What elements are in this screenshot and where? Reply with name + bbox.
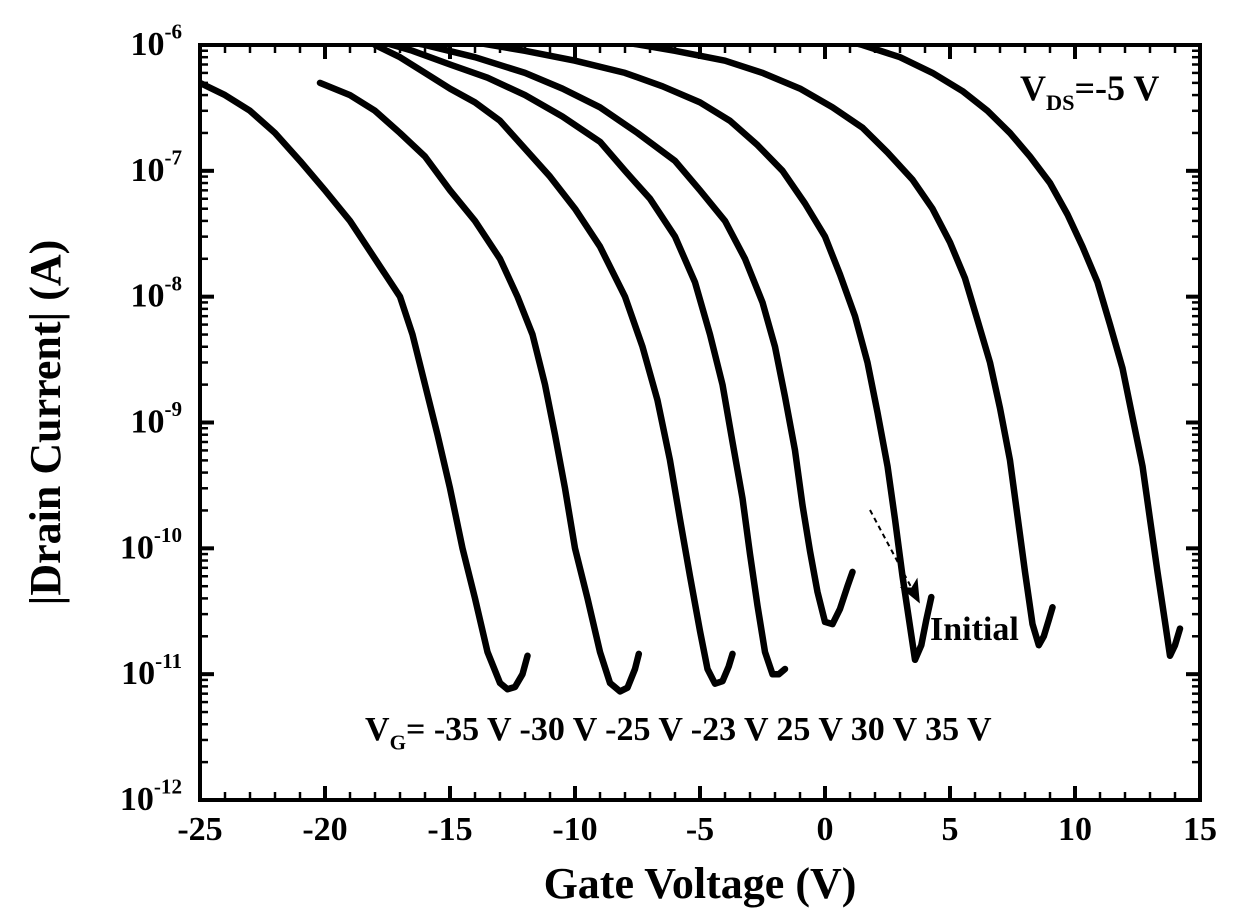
curve-Vg=+30V [375,23,1053,645]
curve-Initial [375,35,853,624]
vg-values-label: VG= -35 V -30 V -25 V -23 V 25 V 30 V 35… [365,711,992,755]
x-tick-label: -5 [686,811,714,848]
y-tick-label: 10-11 [121,649,182,692]
x-tick-label: -10 [552,811,597,848]
vds-annotation: VDS=-5 V [1020,68,1159,115]
curves-group [200,16,1180,691]
curve-Vg=+25V [375,29,931,660]
x-tick-label: 5 [942,811,959,848]
y-axis-title: |Drain Current| (A) [21,240,70,606]
x-tick-label: -25 [177,811,222,848]
x-tick-label: -15 [427,811,472,848]
x-tick-label: 15 [1183,811,1217,848]
plot-frame [200,45,1200,800]
x-tick-label: 10 [1058,811,1092,848]
initial-label: Initial [930,611,1019,648]
y-tick-label: 10-7 [130,146,182,189]
x-tick-label: 0 [817,811,834,848]
y-tick-label: 10-6 [130,20,182,63]
x-axis-title: Gate Voltage (V) [544,859,857,908]
curve-Vg=-25V [375,45,733,684]
y-tick-label: 10-12 [120,775,182,818]
y-tick-label: 10-8 [130,271,182,314]
y-tick-label: 10-9 [130,397,182,440]
x-tick-label: -20 [302,811,347,848]
curve-Vg=-30V [320,83,639,692]
y-tick-label: 10-10 [120,523,182,566]
transfer-characteristics-chart: -25 -20 -15 -10 -5 0 5 10 15 10-12 10-11 10-10 10-9 1… [0,0,1240,916]
curve-Vg=-35V [200,83,528,689]
